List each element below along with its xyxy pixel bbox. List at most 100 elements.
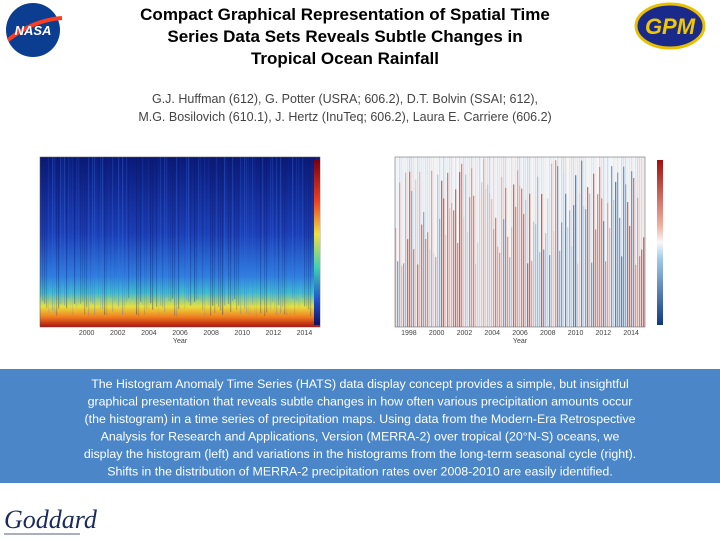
texture	[515, 157, 517, 207]
texture	[603, 157, 605, 222]
texture	[627, 202, 629, 327]
texture	[517, 170, 519, 327]
texture	[86, 157, 88, 308]
texture	[471, 168, 473, 327]
texture	[633, 177, 635, 327]
texture	[236, 157, 238, 310]
texture	[635, 264, 637, 327]
texture	[473, 157, 475, 196]
texture	[463, 157, 465, 218]
texture	[641, 157, 643, 250]
texture	[184, 157, 186, 310]
texture	[246, 157, 248, 314]
texture	[176, 157, 178, 317]
texture	[473, 195, 475, 327]
description-line: Analysis for Research and Applications, …	[101, 430, 620, 444]
texture	[152, 157, 154, 310]
texture	[413, 157, 415, 250]
texture	[579, 192, 581, 327]
texture	[146, 157, 148, 310]
texture	[507, 157, 509, 237]
texture	[415, 157, 417, 180]
texture	[635, 157, 637, 265]
x-axis-label: Year	[173, 338, 188, 345]
texture	[302, 157, 304, 298]
texture	[475, 157, 477, 264]
x-tick-label: 2000	[429, 330, 445, 337]
texture	[559, 157, 561, 251]
goddard-logo: Goddard	[4, 505, 98, 535]
texture	[407, 239, 409, 327]
texture	[501, 176, 503, 327]
texture	[409, 171, 411, 327]
texture	[629, 157, 631, 226]
histogram-figure	[39, 156, 321, 328]
texture	[533, 157, 535, 222]
texture	[517, 157, 519, 171]
texture	[529, 157, 531, 194]
texture	[441, 157, 443, 181]
texture	[397, 261, 399, 327]
texture	[425, 157, 427, 239]
texture	[625, 157, 627, 185]
texture	[138, 157, 140, 317]
texture	[611, 157, 612, 166]
texture	[587, 187, 589, 327]
texture	[629, 225, 631, 327]
texture	[595, 229, 597, 327]
texture	[166, 157, 168, 298]
texture	[290, 157, 291, 316]
texture	[451, 203, 453, 327]
texture	[411, 157, 413, 191]
texture	[180, 157, 181, 298]
texture	[172, 157, 174, 299]
texture	[621, 256, 623, 327]
texture	[525, 157, 527, 200]
texture	[274, 157, 276, 310]
texture	[80, 157, 82, 304]
texture	[579, 157, 581, 193]
texture	[419, 157, 421, 172]
texture	[200, 157, 202, 301]
x-tick-label: 2012	[266, 330, 282, 337]
texture	[68, 157, 70, 299]
x-tick-label: 2004	[141, 330, 157, 337]
texture	[521, 188, 523, 327]
texture	[553, 157, 555, 232]
texture	[96, 157, 98, 299]
texture	[453, 210, 455, 327]
x-tick-label: 2002	[110, 330, 126, 337]
texture	[42, 157, 44, 302]
texture	[605, 157, 607, 262]
texture	[445, 157, 447, 236]
texture	[447, 157, 449, 173]
texture	[106, 157, 108, 316]
texture	[547, 157, 548, 198]
texture	[447, 172, 449, 327]
texture	[110, 157, 112, 298]
texture	[551, 163, 553, 327]
texture	[549, 157, 551, 256]
texture	[170, 157, 172, 302]
texture	[82, 157, 84, 302]
texture	[621, 157, 623, 257]
texture	[419, 171, 421, 327]
texture	[557, 157, 559, 167]
texture	[477, 157, 479, 243]
texture	[511, 227, 513, 327]
texture	[44, 157, 46, 304]
texture	[144, 157, 146, 315]
texture	[210, 157, 212, 316]
texture	[513, 157, 515, 185]
texture	[599, 157, 601, 168]
texture	[569, 157, 571, 211]
texture	[499, 157, 501, 253]
x-tick-label: 2000	[79, 330, 95, 337]
texture	[56, 157, 58, 316]
texture	[589, 193, 591, 327]
texture	[465, 157, 467, 175]
texture	[539, 157, 541, 253]
texture	[549, 255, 551, 327]
texture	[489, 192, 491, 327]
texture	[395, 157, 397, 229]
